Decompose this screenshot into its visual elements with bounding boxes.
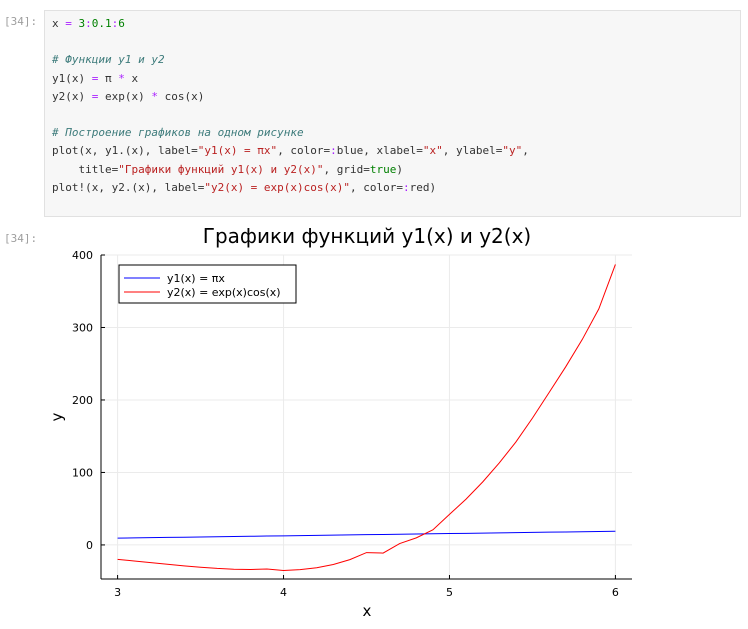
code-line: y1(x) = π * x [52,70,529,88]
code-token: 6 [118,17,125,30]
y-tick-label: 100 [72,466,93,479]
code-cell[interactable]: x = 3:0.1:6 # Функции y1 и y2 y1(x) = π * … [44,10,741,217]
code-editor[interactable]: x = 3:0.1:6 # Функции y1 и y2 y1(x) = π * … [52,15,529,197]
code-token: π [98,71,119,85]
code-token: # Функции y1 и y2 [52,53,165,67]
y-tick-label: 300 [72,321,93,334]
code-token: red) [409,180,437,194]
code-token: * [118,71,125,85]
code-token: # Построение графиков на одном рисунке [52,126,304,140]
y-tick-label: 200 [72,394,93,407]
legend-label: y1(x) = πx [167,272,225,285]
code-line: # Функции y1 и y2 [52,51,529,69]
code-token: = [65,17,72,30]
code-token: , [522,144,529,158]
code-token: : [85,17,92,30]
chart-title: Графики функций y1(x) и y2(x) [203,224,531,248]
code-token: exp(x) [98,89,152,103]
code-token: x [52,17,66,30]
x-axis-label: x [363,602,372,620]
code-token: 0.1 [91,17,112,30]
series-line [117,264,616,572]
legend-box [118,264,297,304]
code-token: : [111,17,119,30]
code-token: , ylabel= [442,144,503,158]
code-token: y1(x) [52,71,92,85]
x-tick-label: 4 [280,586,287,599]
code-token: x [124,71,139,85]
y-tick-label: 0 [86,539,93,552]
series-1 [117,530,616,539]
code-line: y2(x) = exp(x) * cos(x) [52,88,529,106]
code-token: blue, xlabel= [336,144,423,158]
y-axis-label: y [48,412,66,421]
code-token: cos(x) [157,89,205,103]
code-line: x = 3:0.1:6 [52,15,529,33]
code-token: : [403,180,410,194]
code-token: "Графики функций y1(x) и y2(x)" [118,162,324,176]
x-tick-label: 3 [114,586,121,599]
code-token: = [91,71,99,85]
code-line: plot(x, y1.(x), label="y1(x) = πx", colo… [52,142,529,160]
code-token: : [330,144,337,158]
y-tick-label: 400 [72,249,93,262]
code-token: true [369,162,397,176]
code-token: title= [52,162,119,176]
code-token: * [151,89,158,103]
x-tick-label: 5 [446,586,453,599]
code-token: y2(x) [52,89,92,103]
code-token: "x" [422,144,443,158]
legend-label: y2(x) = exp(x)cos(x) [167,286,281,299]
code-token: "y1(x) = πx" [197,144,278,158]
code-token: 3 [78,17,86,30]
code-line: plot!(x, y2.(x), label="y2(x) = exp(x)co… [52,179,529,197]
code-token: "y" [502,144,523,158]
code-token: , color= [277,144,331,158]
code-token: "y2(x) = exp(x)cos(x)" [204,180,351,194]
code-token: , grid= [323,162,370,176]
output-prompt: [34]: [4,232,38,245]
code-token: plot!(x, y2.(x), label= [52,180,205,194]
input-prompt: [34]: [4,15,38,28]
x-tick-label: 6 [612,586,619,599]
code-token: , color= [350,180,404,194]
series-2 [117,264,616,572]
code-line: # Построение графиков на одном рисунке [52,124,529,142]
code-token: ) [396,162,404,176]
code-line: title="Графики функций y1(x) и y2(x)", g… [52,161,529,179]
code-token: = [91,89,99,103]
code-token: plot(x, y1.(x), label= [52,144,198,158]
